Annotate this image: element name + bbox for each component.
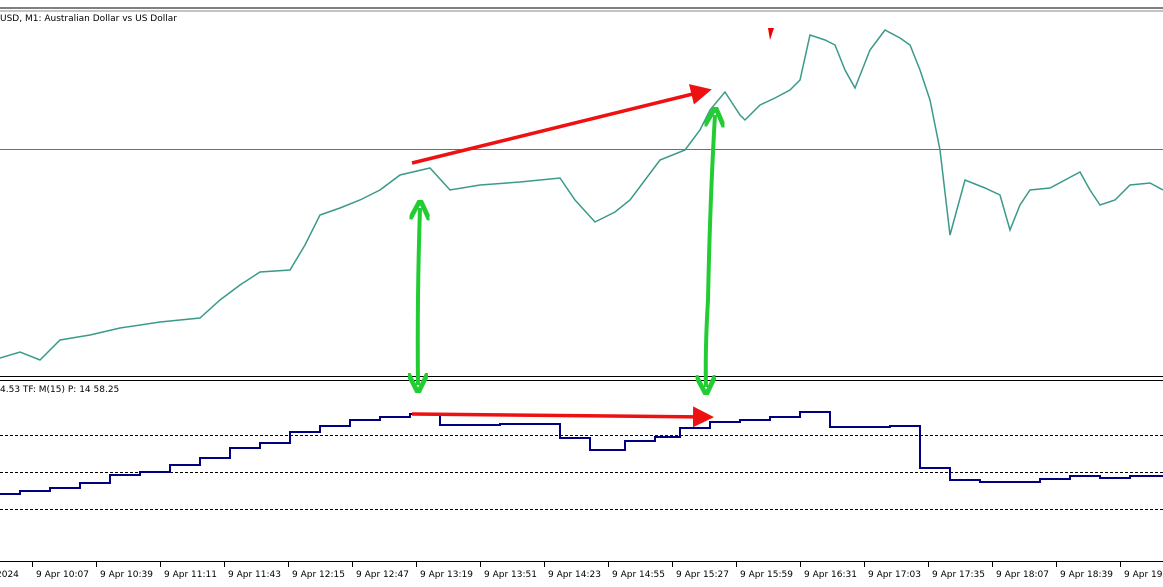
time-label: 9 Apr 12:15 [292, 570, 345, 580]
time-label: 9 Apr 19:1 [1124, 570, 1163, 580]
time-label: 9 Apr 14:55 [612, 570, 665, 580]
price-series [0, 29, 1163, 361]
time-label: 9 Apr 13:51 [484, 570, 537, 580]
time-label: 2024 [0, 570, 19, 580]
time-label: 9 Apr 17:35 [932, 570, 985, 580]
annotation-arrow [418, 208, 420, 385]
time-label: 9 Apr 15:27 [676, 570, 729, 580]
alert-marker [768, 28, 774, 40]
chart-title: USD, M1: Australian Dollar vs US Dollar [0, 14, 177, 24]
annotation-arrow [411, 406, 714, 428]
time-label: 9 Apr 17:03 [868, 570, 921, 580]
annotation-arrow [706, 115, 715, 387]
time-label: 9 Apr 11:43 [228, 570, 281, 580]
time-label: 9 Apr 16:31 [804, 570, 857, 580]
indicator-label: 4.53 TF: M(15) P: 14 58.25 [0, 385, 119, 395]
annotation-arrow [411, 84, 712, 165]
time-label: 9 Apr 14:23 [548, 570, 601, 580]
time-label: 9 Apr 11:11 [164, 570, 217, 580]
time-label: 9 Apr 12:47 [356, 570, 409, 580]
time-label: 9 Apr 10:07 [36, 570, 89, 580]
time-label: 9 Apr 13:19 [420, 570, 473, 580]
time-label: 9 Apr 18:39 [1060, 570, 1113, 580]
time-label: 9 Apr 18:07 [996, 570, 1049, 580]
time-label: 9 Apr 10:39 [100, 570, 153, 580]
time-label: 9 Apr 15:59 [740, 570, 793, 580]
indicator-line [0, 411, 1163, 495]
